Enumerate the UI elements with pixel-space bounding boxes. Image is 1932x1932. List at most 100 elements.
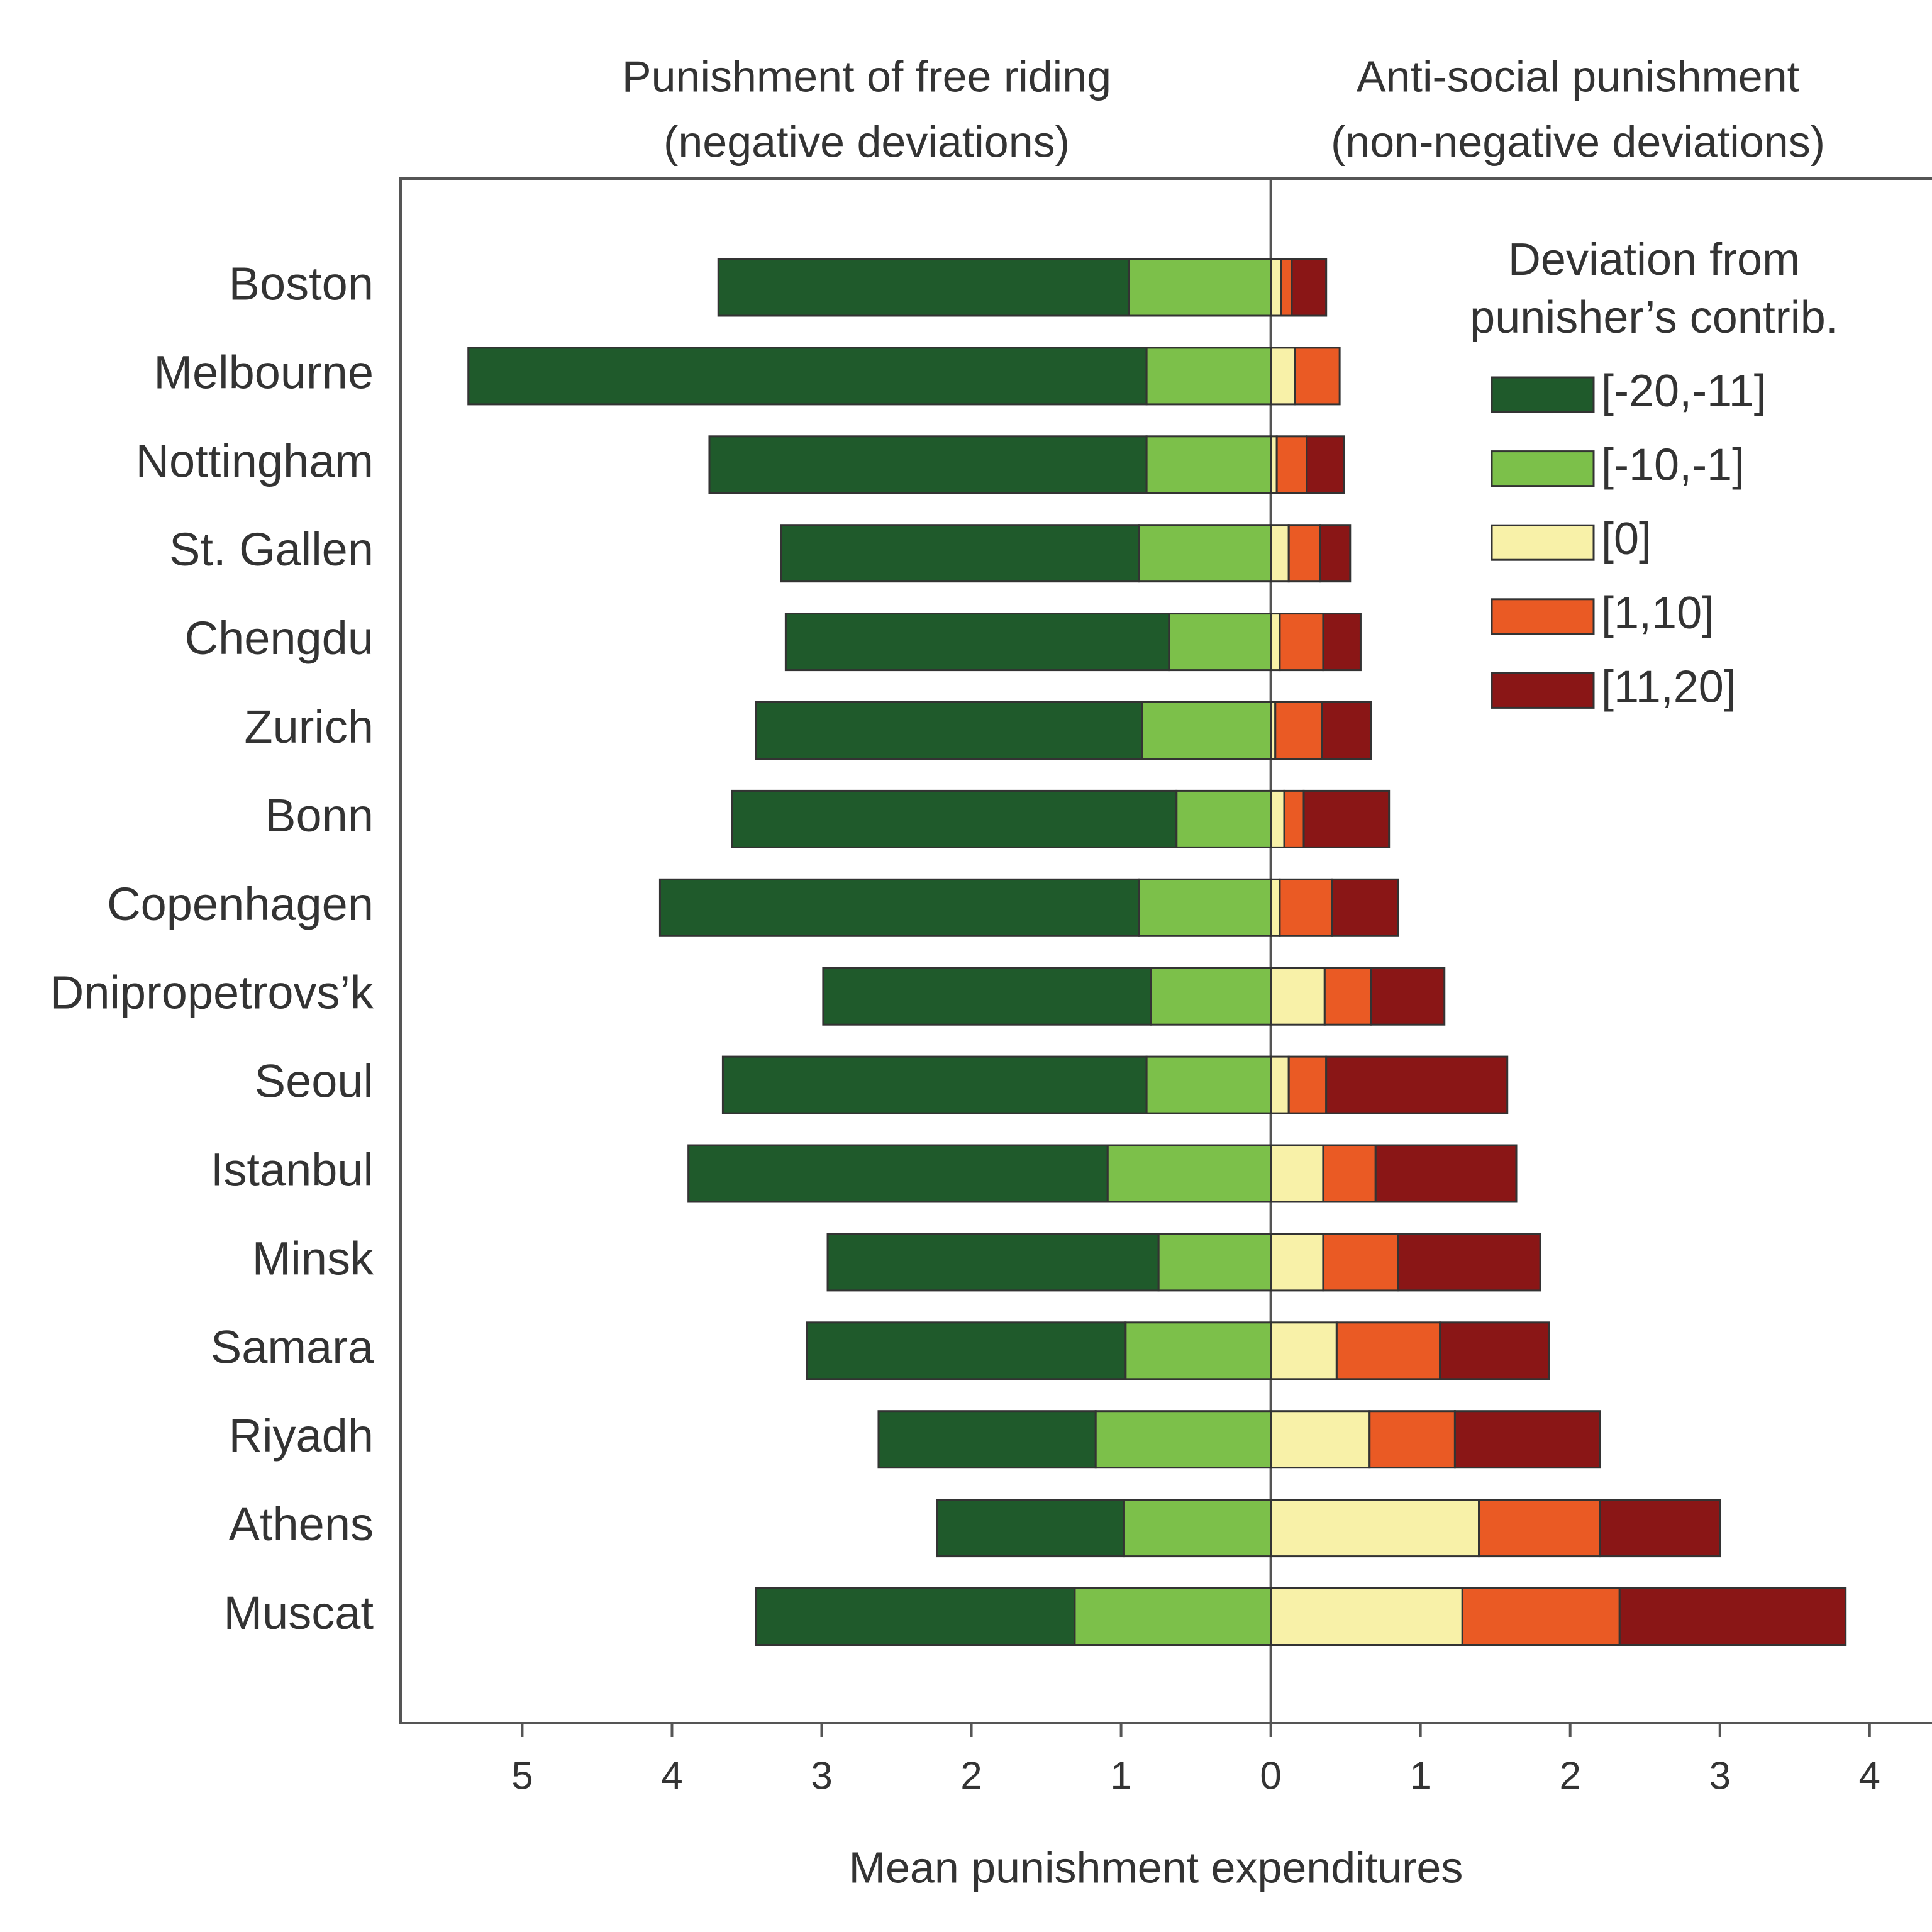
bar-segment (1274, 701, 1323, 760)
bar-segment (1157, 1233, 1272, 1292)
bar-segment (1599, 1499, 1721, 1558)
bar-segment (1374, 1144, 1518, 1203)
bar-segment (1322, 613, 1362, 672)
bar-segment (1150, 967, 1272, 1026)
bar-segment (1287, 524, 1321, 583)
bar-segment (1325, 1055, 1509, 1114)
bar-segment (1322, 1233, 1399, 1292)
bar-segment (1145, 435, 1272, 494)
bar-segment (1145, 1055, 1272, 1114)
bar-segment (467, 347, 1148, 406)
x-tick-label: 1 (1110, 1754, 1131, 1797)
x-tick-label: 3 (1709, 1754, 1731, 1797)
bar-segment (1270, 1144, 1324, 1203)
bar-segment (1175, 789, 1272, 848)
bar-segment (658, 878, 1140, 937)
category-label: Riyadh (229, 1409, 374, 1462)
bar-segment (1370, 967, 1446, 1026)
bar-segment (1306, 435, 1345, 494)
x-tick-label: 0 (1260, 1754, 1281, 1797)
bar-segment (1270, 1233, 1324, 1292)
bar-segment (1138, 524, 1272, 583)
bar-segment (1335, 1321, 1441, 1380)
x-tick-label: 3 (811, 1754, 832, 1797)
bar-segment (1141, 701, 1272, 760)
bar-segment (1270, 258, 1282, 317)
category-label: St. Gallen (169, 523, 374, 575)
category-label: Zurich (244, 701, 374, 753)
bar-segment (1294, 347, 1341, 406)
bar-segment (708, 435, 1148, 494)
left-title: (negative deviations) (663, 117, 1070, 166)
bar-segment (721, 1055, 1148, 1114)
bar-segment (1275, 435, 1308, 494)
x-tick-label: 4 (661, 1754, 682, 1797)
legend-swatch (1491, 450, 1595, 487)
category-label: Bonn (265, 789, 374, 841)
category-label: Copenhagen (107, 878, 374, 930)
bar-segment (1270, 789, 1285, 848)
legend-title: punisher’s contrib. (1470, 292, 1838, 343)
bar-segment (1270, 967, 1326, 1026)
category-label: Melbourne (153, 346, 374, 398)
legend-label: [1,10] (1601, 588, 1714, 638)
bar-segment (1478, 1499, 1601, 1558)
x-tick-label: 2 (960, 1754, 982, 1797)
bar-segment (1270, 1499, 1480, 1558)
bar-segment (1322, 1144, 1377, 1203)
bar-segment (1270, 1410, 1371, 1469)
bar-segment (822, 967, 1152, 1026)
category-label: Nottingham (136, 435, 374, 487)
category-label: Minsk (252, 1232, 374, 1284)
right-title: Anti-social punishment (1357, 52, 1799, 101)
bar-segment (784, 613, 1170, 672)
bar-segment (1368, 1410, 1456, 1469)
bar-segment (1319, 524, 1352, 583)
plot-frame (399, 177, 1932, 1724)
bar-segment (1283, 789, 1305, 848)
bar-segment (1270, 1587, 1463, 1646)
legend-swatch (1491, 524, 1595, 561)
bar-segment (1168, 613, 1272, 672)
category-label: Seoul (255, 1055, 374, 1108)
bar-segment (755, 701, 1143, 760)
x-tick-label: 4 (1859, 1754, 1880, 1797)
bar-segment (1270, 524, 1290, 583)
legend-swatch (1491, 598, 1595, 635)
bar-segment (1145, 347, 1272, 406)
bar-segment (1106, 1144, 1272, 1203)
bar-segment (1453, 1410, 1601, 1469)
left-title: Punishment of free riding (622, 52, 1111, 101)
bar-segment (1270, 878, 1281, 937)
bar-segment (1291, 258, 1328, 317)
bar-segment (1127, 258, 1272, 317)
x-tick-label: 5 (511, 1754, 533, 1797)
bar-segment (1618, 1587, 1847, 1646)
bar-segment (1279, 613, 1324, 672)
bar-segment (1270, 1055, 1290, 1114)
bar-segment (687, 1144, 1109, 1203)
bar-segment (780, 524, 1140, 583)
legend-label: [11,20] (1601, 662, 1736, 712)
legend-label: [-10,-1] (1601, 440, 1745, 491)
bar-segment (1331, 878, 1399, 937)
x-tick-label: 2 (1559, 1754, 1580, 1797)
bar-segment (1094, 1410, 1272, 1469)
bar-segment (1397, 1233, 1541, 1292)
category-label: Samara (211, 1321, 374, 1373)
bar-segment (1124, 1321, 1272, 1380)
x-tick-label: 1 (1409, 1754, 1431, 1797)
bar-segment (1279, 878, 1333, 937)
bar-segment (1287, 1055, 1328, 1114)
legend-label: [-20,-11] (1601, 366, 1767, 416)
bar-segment (806, 1321, 1127, 1380)
bar-segment (1323, 967, 1372, 1026)
right-title: (non-negative deviations) (1331, 117, 1825, 166)
bar-segment (1123, 1499, 1272, 1558)
bar-segment (1270, 347, 1296, 406)
bar-segment (1074, 1587, 1272, 1646)
category-label: Chengdu (185, 612, 374, 664)
bar-segment (936, 1499, 1125, 1558)
bar-segment (1321, 701, 1372, 760)
